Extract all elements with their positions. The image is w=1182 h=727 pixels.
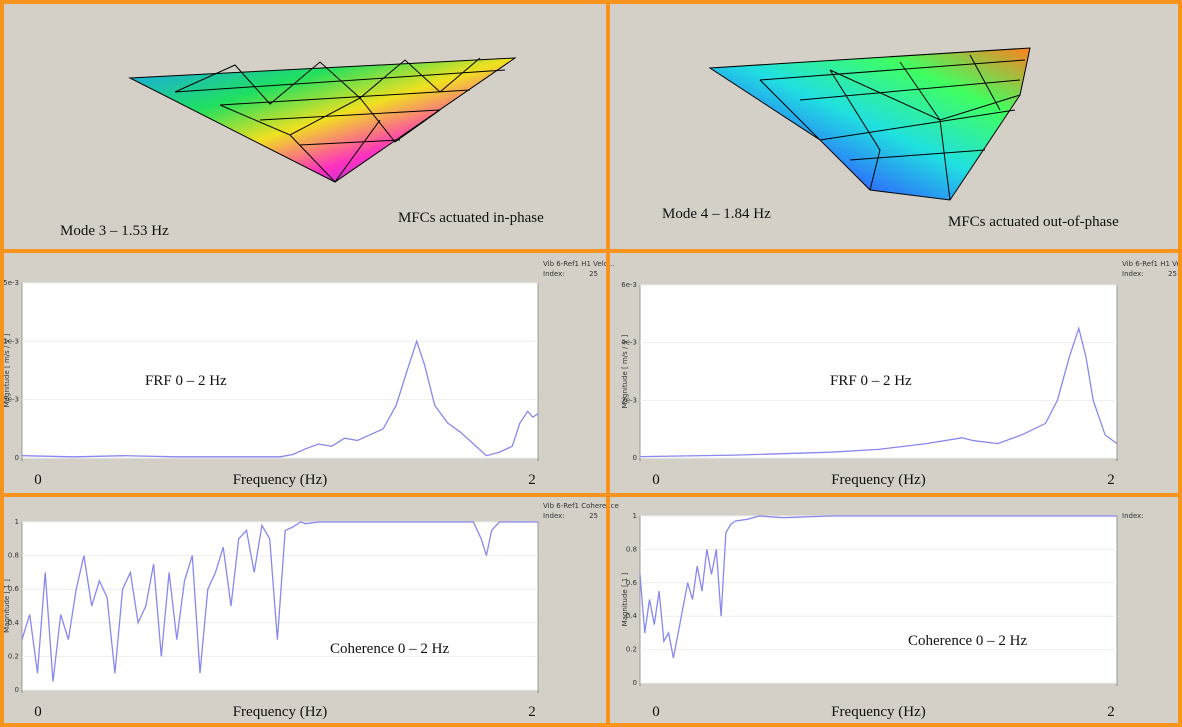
x-tick-label: 0	[652, 704, 660, 720]
plot-area	[640, 285, 1117, 458]
legend-index-label: Index:	[543, 512, 565, 520]
chart-annotation: Coherence 0 – 2 Hz	[330, 641, 449, 657]
y-tick-label: 0	[633, 679, 637, 687]
figure-canvas: Mode 3 – 1.53 Hz MFCs actuated in-phase …	[0, 0, 1182, 727]
y-tick-label: 0.8	[626, 545, 637, 553]
legend-index: 25	[1168, 270, 1177, 278]
figure: Mode 3 – 1.53 Hz MFCs actuated in-phase …	[0, 0, 1182, 727]
plot-area	[640, 516, 1117, 683]
y-tick-label: 0	[633, 454, 637, 462]
chart-annotation: Coherence 0 – 2 Hz	[908, 633, 1027, 649]
legend-index: 25	[589, 512, 598, 520]
legend-index-label: Index:	[543, 270, 565, 278]
y-axis-label: Magnitude [ 1 ]	[3, 579, 11, 633]
note-label: MFCs actuated in-phase	[398, 210, 544, 226]
y-tick-label: 0.2	[626, 646, 637, 654]
x-tick-label: 2	[528, 704, 536, 720]
mode-shape-3	[130, 58, 515, 182]
x-tick-label: 0	[652, 472, 660, 488]
x-tick-label: 0	[34, 704, 42, 720]
y-tick-label: 0.8	[8, 552, 19, 560]
x-axis-label: Frequency (Hz)	[831, 472, 926, 488]
x-axis-label: Frequency (Hz)	[831, 704, 926, 720]
x-axis-label: Frequency (Hz)	[233, 704, 328, 720]
x-tick-label: 2	[1107, 704, 1115, 720]
x-tick-label: 2	[1107, 472, 1115, 488]
y-tick-label: 0.2	[8, 652, 19, 660]
legend-index-label: Index:	[1122, 270, 1144, 278]
mode-label: Mode 4 – 1.84 Hz	[662, 206, 771, 222]
x-tick-label: 2	[528, 472, 536, 488]
y-tick-label: 0	[15, 454, 19, 462]
legend-entry: Vib 6-Ref1 H1 Velo...	[1122, 260, 1182, 268]
note-label: MFCs actuated out-of-phase	[948, 214, 1119, 230]
x-tick-label: 0	[34, 472, 42, 488]
legend-index-label: Index:	[1122, 512, 1144, 520]
y-tick-label: 1	[633, 512, 637, 520]
y-tick-label: 1	[15, 518, 19, 526]
x-axis-label: Frequency (Hz)	[233, 472, 328, 488]
y-tick-label: 6e-3	[621, 281, 637, 289]
y-axis-label: Magnitude [ 1 ]	[621, 572, 629, 626]
chart-annotation: FRF 0 – 2 Hz	[830, 373, 912, 389]
mode-label: Mode 3 – 1.53 Hz	[60, 223, 169, 239]
chart-annotation: FRF 0 – 2 Hz	[145, 373, 227, 389]
y-axis-label: Magnitude [ m/s / V ]	[621, 334, 629, 408]
y-axis-label: Magnitude [ m/s / V ]	[3, 333, 11, 407]
mode-shape-4	[710, 48, 1030, 200]
legend-entry: Vib 6-Ref1 H1 Velo...	[543, 260, 615, 268]
y-tick-label: 0	[15, 686, 19, 694]
legend-index: 25	[589, 270, 598, 278]
